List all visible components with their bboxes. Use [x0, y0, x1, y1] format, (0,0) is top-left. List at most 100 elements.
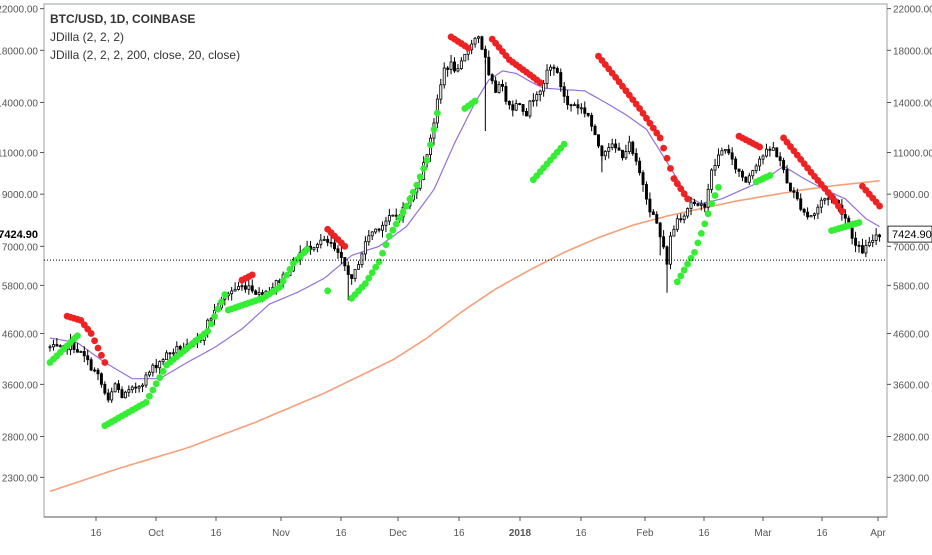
y-tick-label-right: 14000.00: [893, 98, 932, 109]
candle-body: [761, 155, 765, 160]
candle-body: [809, 215, 813, 218]
candle-body: [823, 198, 827, 201]
down-dot: [98, 351, 105, 359]
down-dot: [94, 344, 102, 352]
up-dot: [365, 274, 373, 282]
candle-body: [110, 391, 114, 401]
up-dot: [361, 280, 369, 287]
x-tick-label: Apr: [870, 528, 886, 539]
up-dot: [687, 254, 695, 262]
up-dot: [403, 202, 410, 210]
up-dot: [471, 97, 479, 105]
candle-body: [171, 352, 175, 355]
candle-body: [788, 182, 792, 192]
down-dot: [667, 165, 674, 172]
up-dot: [217, 298, 225, 306]
x-tick-label: Feb: [636, 528, 654, 539]
candle-body: [58, 345, 62, 348]
x-tick-label: Oct: [148, 528, 164, 539]
candle-body: [778, 156, 782, 161]
candle-body: [322, 238, 326, 241]
up-dot: [715, 183, 722, 191]
candle-body: [758, 158, 762, 167]
up-dot: [399, 208, 407, 216]
down-dot: [828, 193, 835, 200]
y-tick-label-left: 7000.00: [2, 242, 39, 253]
candle-body: [706, 188, 710, 208]
legend-indicator-1[interactable]: JDilla (2, 2, 2): [50, 30, 125, 44]
candle-body: [716, 154, 720, 166]
y-tick-label-left: 4600.00: [2, 329, 39, 340]
candle-body: [230, 290, 234, 295]
candle-body: [391, 214, 395, 217]
candle-body: [658, 222, 662, 238]
down-dot: [670, 175, 678, 183]
down-dot: [643, 114, 650, 122]
last-price-box: [887, 225, 932, 243]
candle-body: [545, 69, 549, 84]
candle-body: [96, 369, 100, 375]
candle-body: [768, 148, 772, 151]
candle-body: [175, 346, 179, 354]
candle-body: [562, 86, 566, 97]
candle-body: [315, 244, 319, 249]
candle-body: [514, 103, 518, 111]
candle-body: [723, 149, 727, 152]
up-dot: [324, 287, 332, 295]
candle-body: [51, 344, 55, 348]
candle-body: [377, 228, 381, 231]
up-dot: [684, 260, 692, 268]
candle-body: [459, 60, 463, 70]
candle-body: [645, 184, 648, 200]
candle-body: [367, 235, 371, 243]
up-dot: [382, 241, 390, 249]
candle-body: [237, 286, 241, 290]
last-price-label-right: 7424.90: [892, 229, 932, 241]
candle-body: [113, 383, 117, 393]
candle-body: [816, 206, 820, 215]
candle-body: [603, 150, 607, 157]
up-dot: [372, 263, 380, 271]
candle-body: [48, 346, 52, 349]
candle-body: [394, 214, 398, 217]
down-dot: [660, 144, 668, 152]
candle-body: [621, 149, 624, 159]
down-dot: [646, 119, 654, 127]
down-dot: [876, 202, 883, 210]
last-price-label-left: 7424.90: [0, 229, 38, 241]
candle-body: [343, 257, 347, 267]
candle-body: [120, 389, 124, 399]
candle-body: [449, 61, 453, 70]
candle-body: [387, 215, 391, 222]
down-dot: [464, 44, 472, 52]
up-dot: [708, 200, 716, 208]
candle-body: [720, 150, 724, 156]
y-tick-label-right: 22000.00: [893, 5, 932, 16]
candle-body: [477, 36, 480, 39]
down-dot: [677, 185, 685, 193]
up-dot: [286, 265, 294, 273]
candle-body: [535, 94, 539, 101]
legend-symbol[interactable]: BTC/USD, 1D, COINBASE: [50, 12, 196, 26]
candle-body: [501, 83, 504, 87]
down-dot: [639, 110, 647, 117]
down-dot: [636, 105, 644, 112]
up-dot: [697, 229, 705, 237]
legend-indicator-2[interactable]: JDilla (2, 2, 2, 200, close, 20, close): [50, 48, 241, 62]
candle-body: [569, 104, 573, 107]
candle-body: [374, 228, 378, 233]
candle-body: [55, 344, 59, 347]
candle-body: [75, 349, 79, 353]
candle-body: [531, 99, 535, 102]
candle-body: [806, 211, 810, 218]
y-tick-label-right: 2800.00: [893, 433, 930, 444]
down-dot: [838, 207, 846, 215]
candle-body: [463, 53, 467, 62]
candle-body: [692, 201, 696, 205]
candle-body: [713, 165, 717, 171]
candle-body: [370, 231, 374, 237]
candle-body: [675, 218, 679, 230]
candle-body: [874, 234, 878, 241]
